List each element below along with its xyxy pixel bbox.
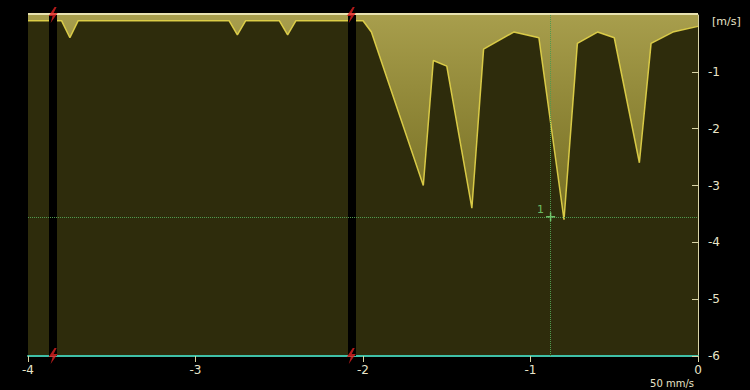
svg-text:1: 1: [537, 203, 544, 216]
svg-text:-3: -3: [190, 363, 202, 377]
svg-text:-5: -5: [708, 292, 720, 306]
svg-text:-1: -1: [525, 363, 537, 377]
svg-text:0: 0: [694, 363, 702, 377]
svg-text:-6: -6: [708, 349, 720, 363]
svg-text:-1: -1: [708, 65, 720, 79]
svg-text:[m/s]: [m/s]: [712, 15, 741, 28]
svg-text:-2: -2: [708, 122, 720, 136]
svg-text:-3: -3: [708, 179, 720, 193]
svg-text:50 mm/s: 50 mm/s: [650, 378, 694, 389]
svg-text:-2: -2: [357, 363, 369, 377]
svg-text:-4: -4: [22, 363, 34, 377]
svg-text:-4: -4: [708, 235, 720, 249]
